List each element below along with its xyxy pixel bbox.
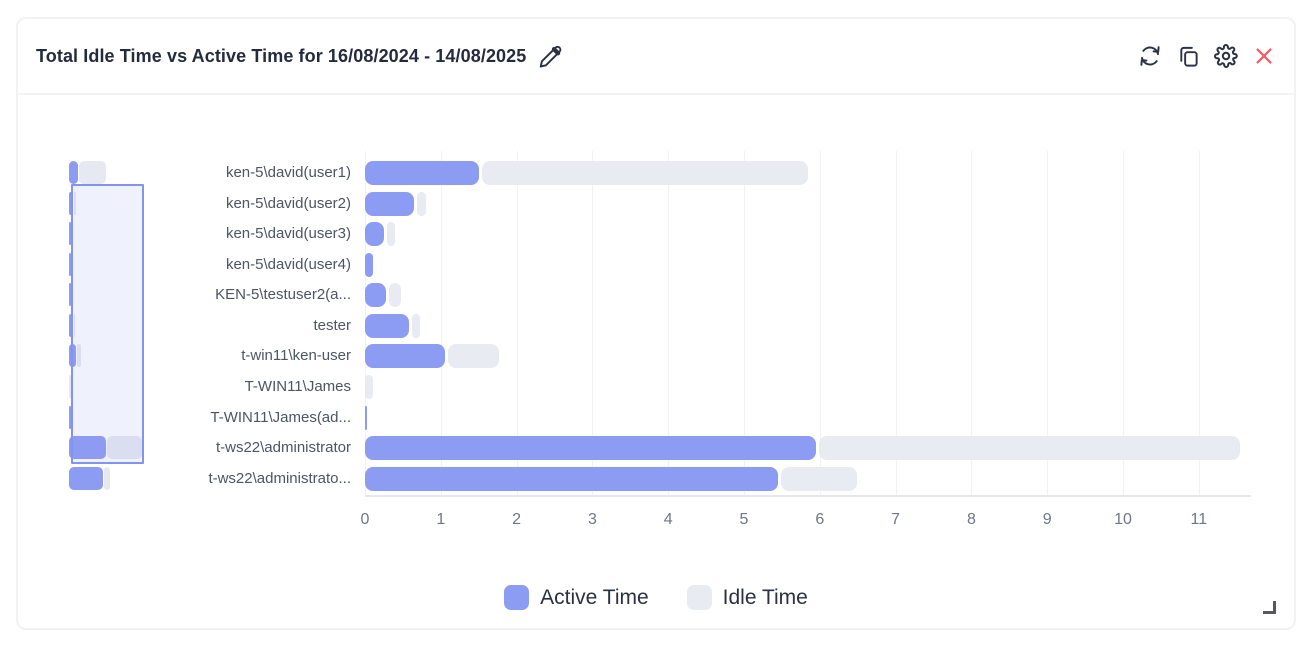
- gridline: [1047, 151, 1049, 495]
- idle-time-bar[interactable]: [411, 313, 420, 338]
- zoom-slider-window[interactable]: [71, 184, 144, 464]
- active-time-swatch: [504, 585, 530, 610]
- chart-legend: Active Time Idle Time: [18, 585, 1294, 610]
- active-time-bar[interactable]: [365, 344, 445, 369]
- zoom-slider-active-bar: [69, 222, 71, 246]
- legend-item-active-time[interactable]: Active Time: [504, 585, 649, 610]
- idle-time-bar[interactable]: [819, 436, 1240, 461]
- x-axis-tick-label: 2: [512, 511, 522, 528]
- zoom-slider-active-bar: [69, 313, 73, 337]
- x-axis-tick-label: 9: [1042, 511, 1052, 528]
- gridline: [592, 151, 594, 495]
- widget-title: Total Idle Time vs Active Time for 16/08…: [36, 45, 527, 66]
- zoom-slider-active-bar: [69, 466, 104, 490]
- active-time-bar[interactable]: [365, 161, 479, 185]
- x-axis-tick-label: 8: [966, 511, 976, 528]
- gridline: [971, 151, 973, 495]
- widget-header: Total Idle Time vs Active Time for 16/08…: [18, 19, 1294, 95]
- x-axis-tick-label: 0: [360, 511, 370, 528]
- zoom-slider-active-bar: [69, 405, 71, 429]
- gridline: [440, 151, 442, 495]
- category-label: ken-5\david(user1): [225, 164, 351, 181]
- active-time-bar[interactable]: [365, 191, 415, 216]
- idle-time-bar[interactable]: [481, 161, 808, 185]
- widget-card: Total Idle Time vs Active Time for 16/08…: [16, 17, 1296, 630]
- settings-button[interactable]: [1214, 44, 1238, 68]
- active-time-bar[interactable]: [365, 436, 816, 461]
- legend-label: Active Time: [540, 585, 649, 609]
- idle-time-swatch: [686, 585, 712, 610]
- active-time-bar[interactable]: [365, 252, 373, 277]
- resize-handle-icon[interactable]: [1263, 601, 1276, 614]
- zoom-slider-idle-bar: [107, 436, 142, 460]
- active-time-bar[interactable]: [365, 283, 387, 308]
- idle-time-bar[interactable]: [386, 222, 395, 247]
- close-icon[interactable]: [1252, 44, 1276, 68]
- edit-title-icon[interactable]: [538, 43, 564, 69]
- category-label: ken-5\david(user4): [225, 255, 351, 273]
- active-time-bar[interactable]: [365, 466, 779, 491]
- copy-button[interactable]: [1176, 44, 1200, 68]
- category-label: T-WIN11\James: [244, 377, 351, 395]
- legend-label: Idle Time: [722, 585, 808, 609]
- idle-time-bar[interactable]: [417, 191, 427, 216]
- category-label: t-ws22\administrato...: [208, 469, 351, 487]
- x-axis-tick-label: 10: [1114, 511, 1132, 528]
- idle-time-bar[interactable]: [389, 283, 401, 308]
- idle-time-bar[interactable]: [365, 374, 373, 399]
- x-axis-tick-label: 3: [587, 511, 597, 528]
- x-axis-tick-label: 6: [815, 511, 825, 528]
- x-axis-tick-label: 1: [436, 511, 446, 528]
- category-label: t-win11\ken-user: [241, 347, 351, 365]
- refresh-button[interactable]: [1138, 44, 1162, 68]
- category-label: KEN-5\testuser2(a...: [215, 286, 351, 304]
- gridline: [1198, 151, 1200, 495]
- x-axis-tick-label: 11: [1190, 511, 1208, 528]
- gridline: [516, 151, 518, 495]
- zoom-slider-idle-bar: [76, 344, 81, 368]
- zoom-slider-idle-bar: [73, 313, 76, 337]
- gridline: [895, 151, 897, 495]
- zoom-slider-active-bar: [69, 436, 107, 460]
- category-label: T-WIN11\James(ad...: [210, 408, 351, 426]
- legend-item-idle-time[interactable]: Idle Time: [686, 585, 808, 610]
- x-axis-tick-label: 7: [891, 511, 901, 528]
- gridline: [668, 151, 670, 495]
- category-label: tester: [313, 316, 351, 334]
- x-axis-line: [365, 495, 1251, 497]
- idle-time-bar[interactable]: [447, 344, 500, 369]
- gridline: [819, 151, 821, 495]
- active-time-bar[interactable]: [365, 222, 384, 247]
- zoom-slider-active-bar: [69, 252, 71, 276]
- category-label: t-ws22\administrator: [215, 439, 351, 457]
- category-label: ken-5\david(user3): [225, 225, 351, 243]
- gridline: [1123, 151, 1124, 495]
- zoom-slider-idle-bar: [79, 161, 107, 184]
- active-time-bar[interactable]: [365, 313, 409, 338]
- zoom-slider-idle-bar: [74, 191, 76, 215]
- widget-actions: [1138, 44, 1276, 68]
- idle-time-bar[interactable]: [781, 466, 857, 491]
- zoom-slider-idle-bar: [104, 466, 111, 490]
- category-label: ken-5\david(user2): [225, 194, 351, 212]
- zoom-slider-active-bar: [69, 161, 79, 184]
- x-axis-tick-label: 5: [739, 511, 749, 528]
- zoom-slider-idle-bar: [69, 374, 71, 398]
- zoom-slider-active-bar: [69, 283, 71, 307]
- x-axis-tick-label: 4: [663, 511, 673, 528]
- active-time-bar[interactable]: [365, 405, 367, 430]
- gridline: [744, 151, 745, 495]
- bar-chart-area: 0 1 2 3 4 5 6 7 8 9 10 11 ken-5\david(user1) ken-5\da…: [18, 95, 1294, 628]
